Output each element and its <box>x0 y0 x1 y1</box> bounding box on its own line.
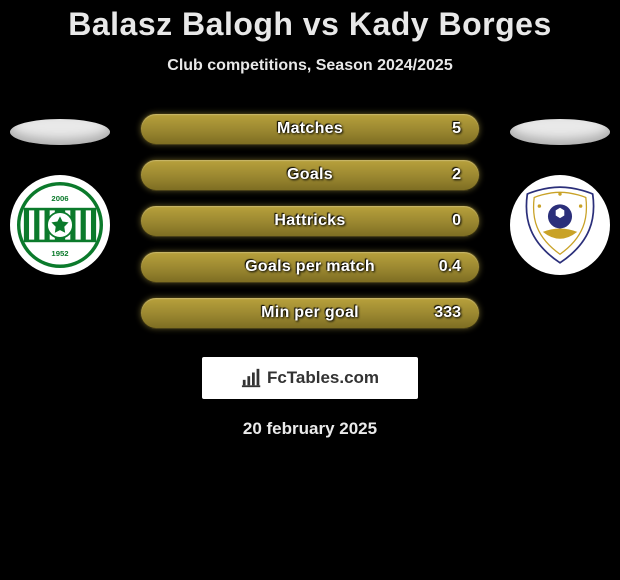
stat-right-value: 333 <box>434 304 461 322</box>
stat-label: Matches <box>159 120 461 138</box>
stat-right-value: 0.4 <box>439 258 461 276</box>
stat-row-hattricks: Hattricks 0 <box>140 205 480 237</box>
stat-right-value: 0 <box>452 212 461 230</box>
stat-right-value: 2 <box>452 166 461 184</box>
stats-bars: Matches 5 Goals 2 Hattricks 0 Goals per … <box>140 113 480 329</box>
stat-label: Hattricks <box>159 212 461 230</box>
date-text: 20 february 2025 <box>0 419 620 439</box>
player-right-placeholder <box>510 119 610 145</box>
stat-row-gpm: Goals per match 0.4 <box>140 251 480 283</box>
svg-text:2006: 2006 <box>51 194 69 203</box>
brand-badge: FcTables.com <box>202 357 418 399</box>
stat-row-goals: Goals 2 <box>140 159 480 191</box>
stat-row-matches: Matches 5 <box>140 113 480 145</box>
club-badge-left: 2006 1952 <box>10 175 110 275</box>
stat-label: Min per goal <box>159 304 461 322</box>
page-title: Balasz Balogh vs Kady Borges <box>0 6 620 43</box>
bar-chart-icon <box>241 367 263 389</box>
player-left-column: 2006 1952 <box>0 113 120 275</box>
comparison-infographic: Balasz Balogh vs Kady Borges Club compet… <box>0 0 620 580</box>
club-badge-right <box>510 175 610 275</box>
club-badge-right-icon <box>517 182 603 268</box>
player-right-column <box>500 113 620 275</box>
comparison-area: 2006 1952 Matches 5 Goals 2 Hattricks 0 <box>0 113 620 329</box>
brand-text: FcTables.com <box>267 368 379 388</box>
stat-label: Goals <box>159 166 461 184</box>
player-left-placeholder <box>10 119 110 145</box>
club-badge-left-icon: 2006 1952 <box>17 182 103 268</box>
subtitle: Club competitions, Season 2024/2025 <box>0 57 620 75</box>
stat-row-mpg: Min per goal 333 <box>140 297 480 329</box>
stat-right-value: 5 <box>452 120 461 138</box>
svg-text:1952: 1952 <box>51 249 68 258</box>
stat-label: Goals per match <box>159 258 461 276</box>
